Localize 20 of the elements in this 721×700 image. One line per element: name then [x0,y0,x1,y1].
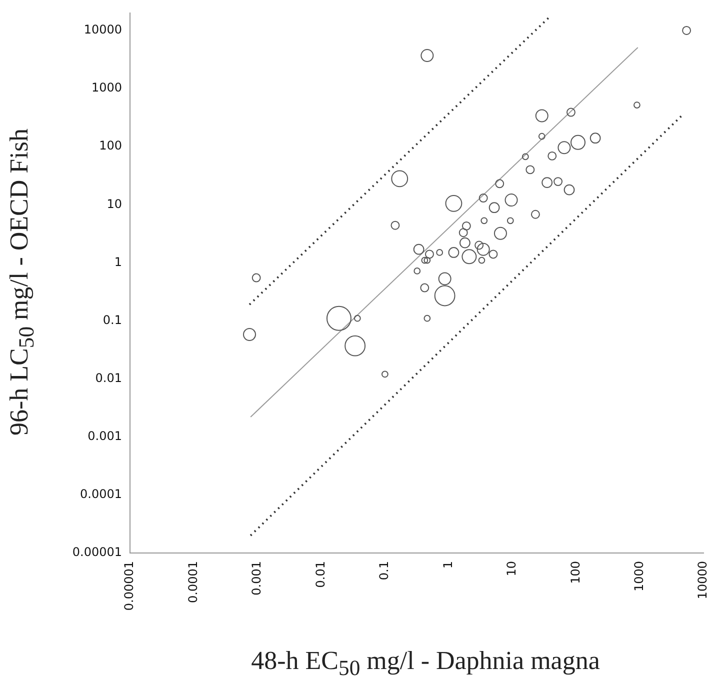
y-tick-label: 0.01 [95,370,122,385]
y-tick-label: 0.1 [102,312,122,327]
y-tick-label: 10 [106,196,122,211]
y-tick-label: 1 [114,254,122,269]
x-axis-title: 48-h EC$_{50}$ mg/l - Daphnia magna [250,646,601,682]
x-tick-label: 10 [504,561,519,576]
y-tick-label: 100 [99,138,122,153]
y-tick-label: 1000 [91,80,122,95]
x-tick-label: 1000 [632,561,646,592]
x-tick-label: 1 [440,561,455,569]
x-tick-label: 10000 [696,561,710,600]
x-tick-label: 0.0001 [186,561,200,603]
x-tick-label: 0.001 [250,561,264,596]
y-tick-label: 10000 [84,22,122,37]
x-tick-label: 0.01 [313,561,328,588]
x-tick-label: 100 [568,561,582,584]
y-tick-label: 0.0001 [80,487,122,502]
y-tick-label: 0.00001 [72,545,122,560]
y-tick-label: 0.001 [88,429,122,444]
x-tick-label: 0.1 [377,561,392,580]
